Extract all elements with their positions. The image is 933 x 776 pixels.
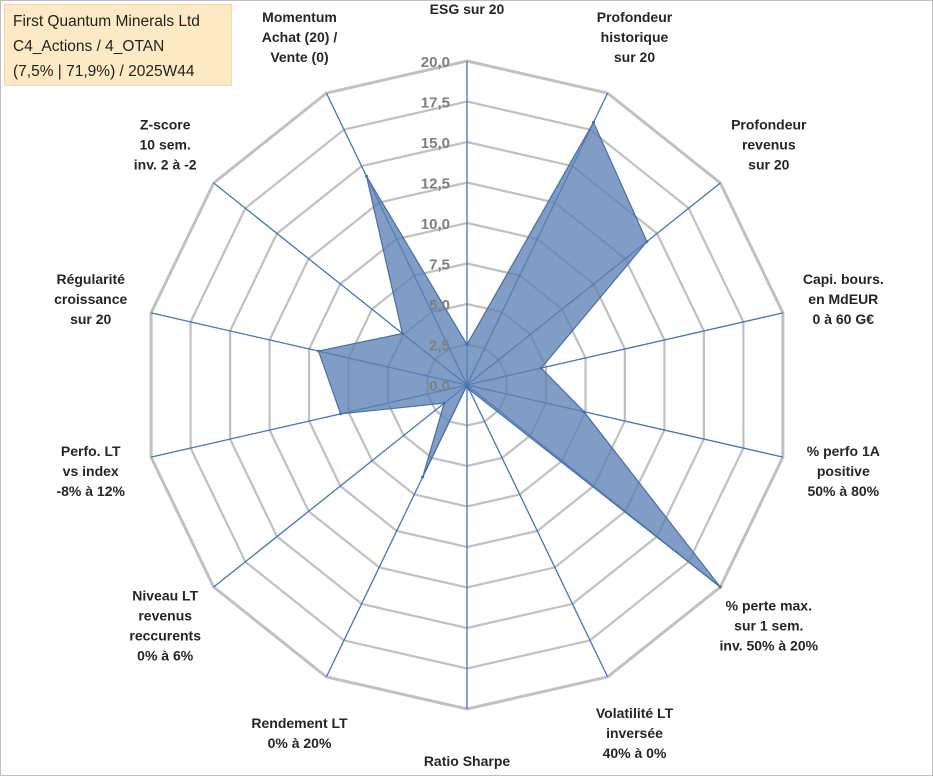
axis-label: Volatilité LT <box>596 705 674 721</box>
axis-label: inversée <box>606 725 663 741</box>
axis-label: -8% à 12% <box>56 483 125 499</box>
axis-label: inv. 50% à 20% <box>720 638 819 654</box>
data-point <box>317 349 320 353</box>
axis-label: % perte max. <box>726 598 812 614</box>
axis-label: revenus <box>742 136 796 152</box>
axis-label: Z-score <box>140 116 191 132</box>
axis-label: Capi. bours. <box>803 271 884 287</box>
axis-label: 0% à 6% <box>137 648 194 664</box>
data-point <box>592 120 595 124</box>
axis-label: vs index <box>63 463 119 479</box>
data-point <box>400 332 404 335</box>
info-box: First Quantum Minerals Ltd C4_Actions / … <box>4 4 232 86</box>
axis-label: en MdEUR <box>808 291 878 307</box>
axis-label: Vente (0) <box>270 49 328 65</box>
data-point <box>645 240 649 244</box>
axis-label: sur 20 <box>614 49 655 65</box>
axis-label: 10 sem. <box>140 136 191 152</box>
axis-label: Ratio Sharpe <box>424 753 511 769</box>
axis-label: 0% à 20% <box>268 735 332 751</box>
company-name: First Quantum Minerals Ltd <box>13 13 200 30</box>
axis-label: positive <box>817 463 870 479</box>
data-point <box>718 585 722 589</box>
tick-label: 17,5 <box>421 95 450 112</box>
axis-label: sur 20 <box>70 311 111 327</box>
data-point <box>421 475 425 479</box>
axis-label: ESG sur 20 <box>430 1 505 17</box>
axis-label: Profondeur <box>731 116 807 132</box>
category-label: C4_Actions / 4_OTAN <box>13 38 165 55</box>
data-point <box>339 412 343 416</box>
axis-label: revenus <box>138 608 192 624</box>
tick-layer: 0,0 2,5 5,0 7,5 10,0 12,5 15,0 17,5 20,0 <box>421 54 450 395</box>
axis-label: Achat (20) / <box>262 29 338 45</box>
axis-label: Profondeur <box>597 9 673 25</box>
axis-label: sur 20 <box>748 156 789 172</box>
stats-label: (7,5% | 71,9%) / 2025W44 <box>13 63 195 80</box>
axis-label: 50% à 80% <box>807 483 879 499</box>
data-point <box>467 387 471 391</box>
data-point <box>539 366 543 370</box>
axis-label: sur 1 sem. <box>734 618 803 634</box>
tick-label: 12,5 <box>421 176 450 193</box>
axis-label: % perfo 1A <box>807 443 880 459</box>
axis-label: reccurents <box>129 628 201 644</box>
tick-label: 7,5 <box>429 257 450 274</box>
data-point <box>582 410 586 414</box>
data-layer <box>317 120 722 589</box>
axis-spoke <box>213 384 468 588</box>
axis-label: Niveau LT <box>132 588 198 604</box>
axis-label: Momentum <box>262 9 337 25</box>
axis-spoke <box>466 384 609 678</box>
axis-label: Rendement LT <box>251 715 348 731</box>
data-point <box>365 174 368 178</box>
data-point <box>465 343 469 346</box>
tick-label: 2,5 <box>429 338 450 355</box>
tick-label: 0,0 <box>429 378 450 395</box>
data-point <box>465 383 469 387</box>
axis-label: croissance <box>54 291 127 307</box>
tick-label: 15,0 <box>421 135 450 152</box>
axis-label: inv. 2 à -2 <box>134 156 197 172</box>
tick-label: 5,0 <box>429 297 450 314</box>
axis-label: 0 à 1 <box>451 773 482 776</box>
axis-label: 40% à 0% <box>603 745 667 761</box>
data-point <box>442 401 446 405</box>
axis-label: historique <box>601 29 669 45</box>
tick-label: 20,0 <box>421 54 450 71</box>
tick-label: 10,0 <box>421 216 450 233</box>
axis-label: Perfo. LT <box>61 443 121 459</box>
axis-label: 0 à 60 G€ <box>813 311 875 327</box>
axis-label: Régularité <box>56 271 125 287</box>
